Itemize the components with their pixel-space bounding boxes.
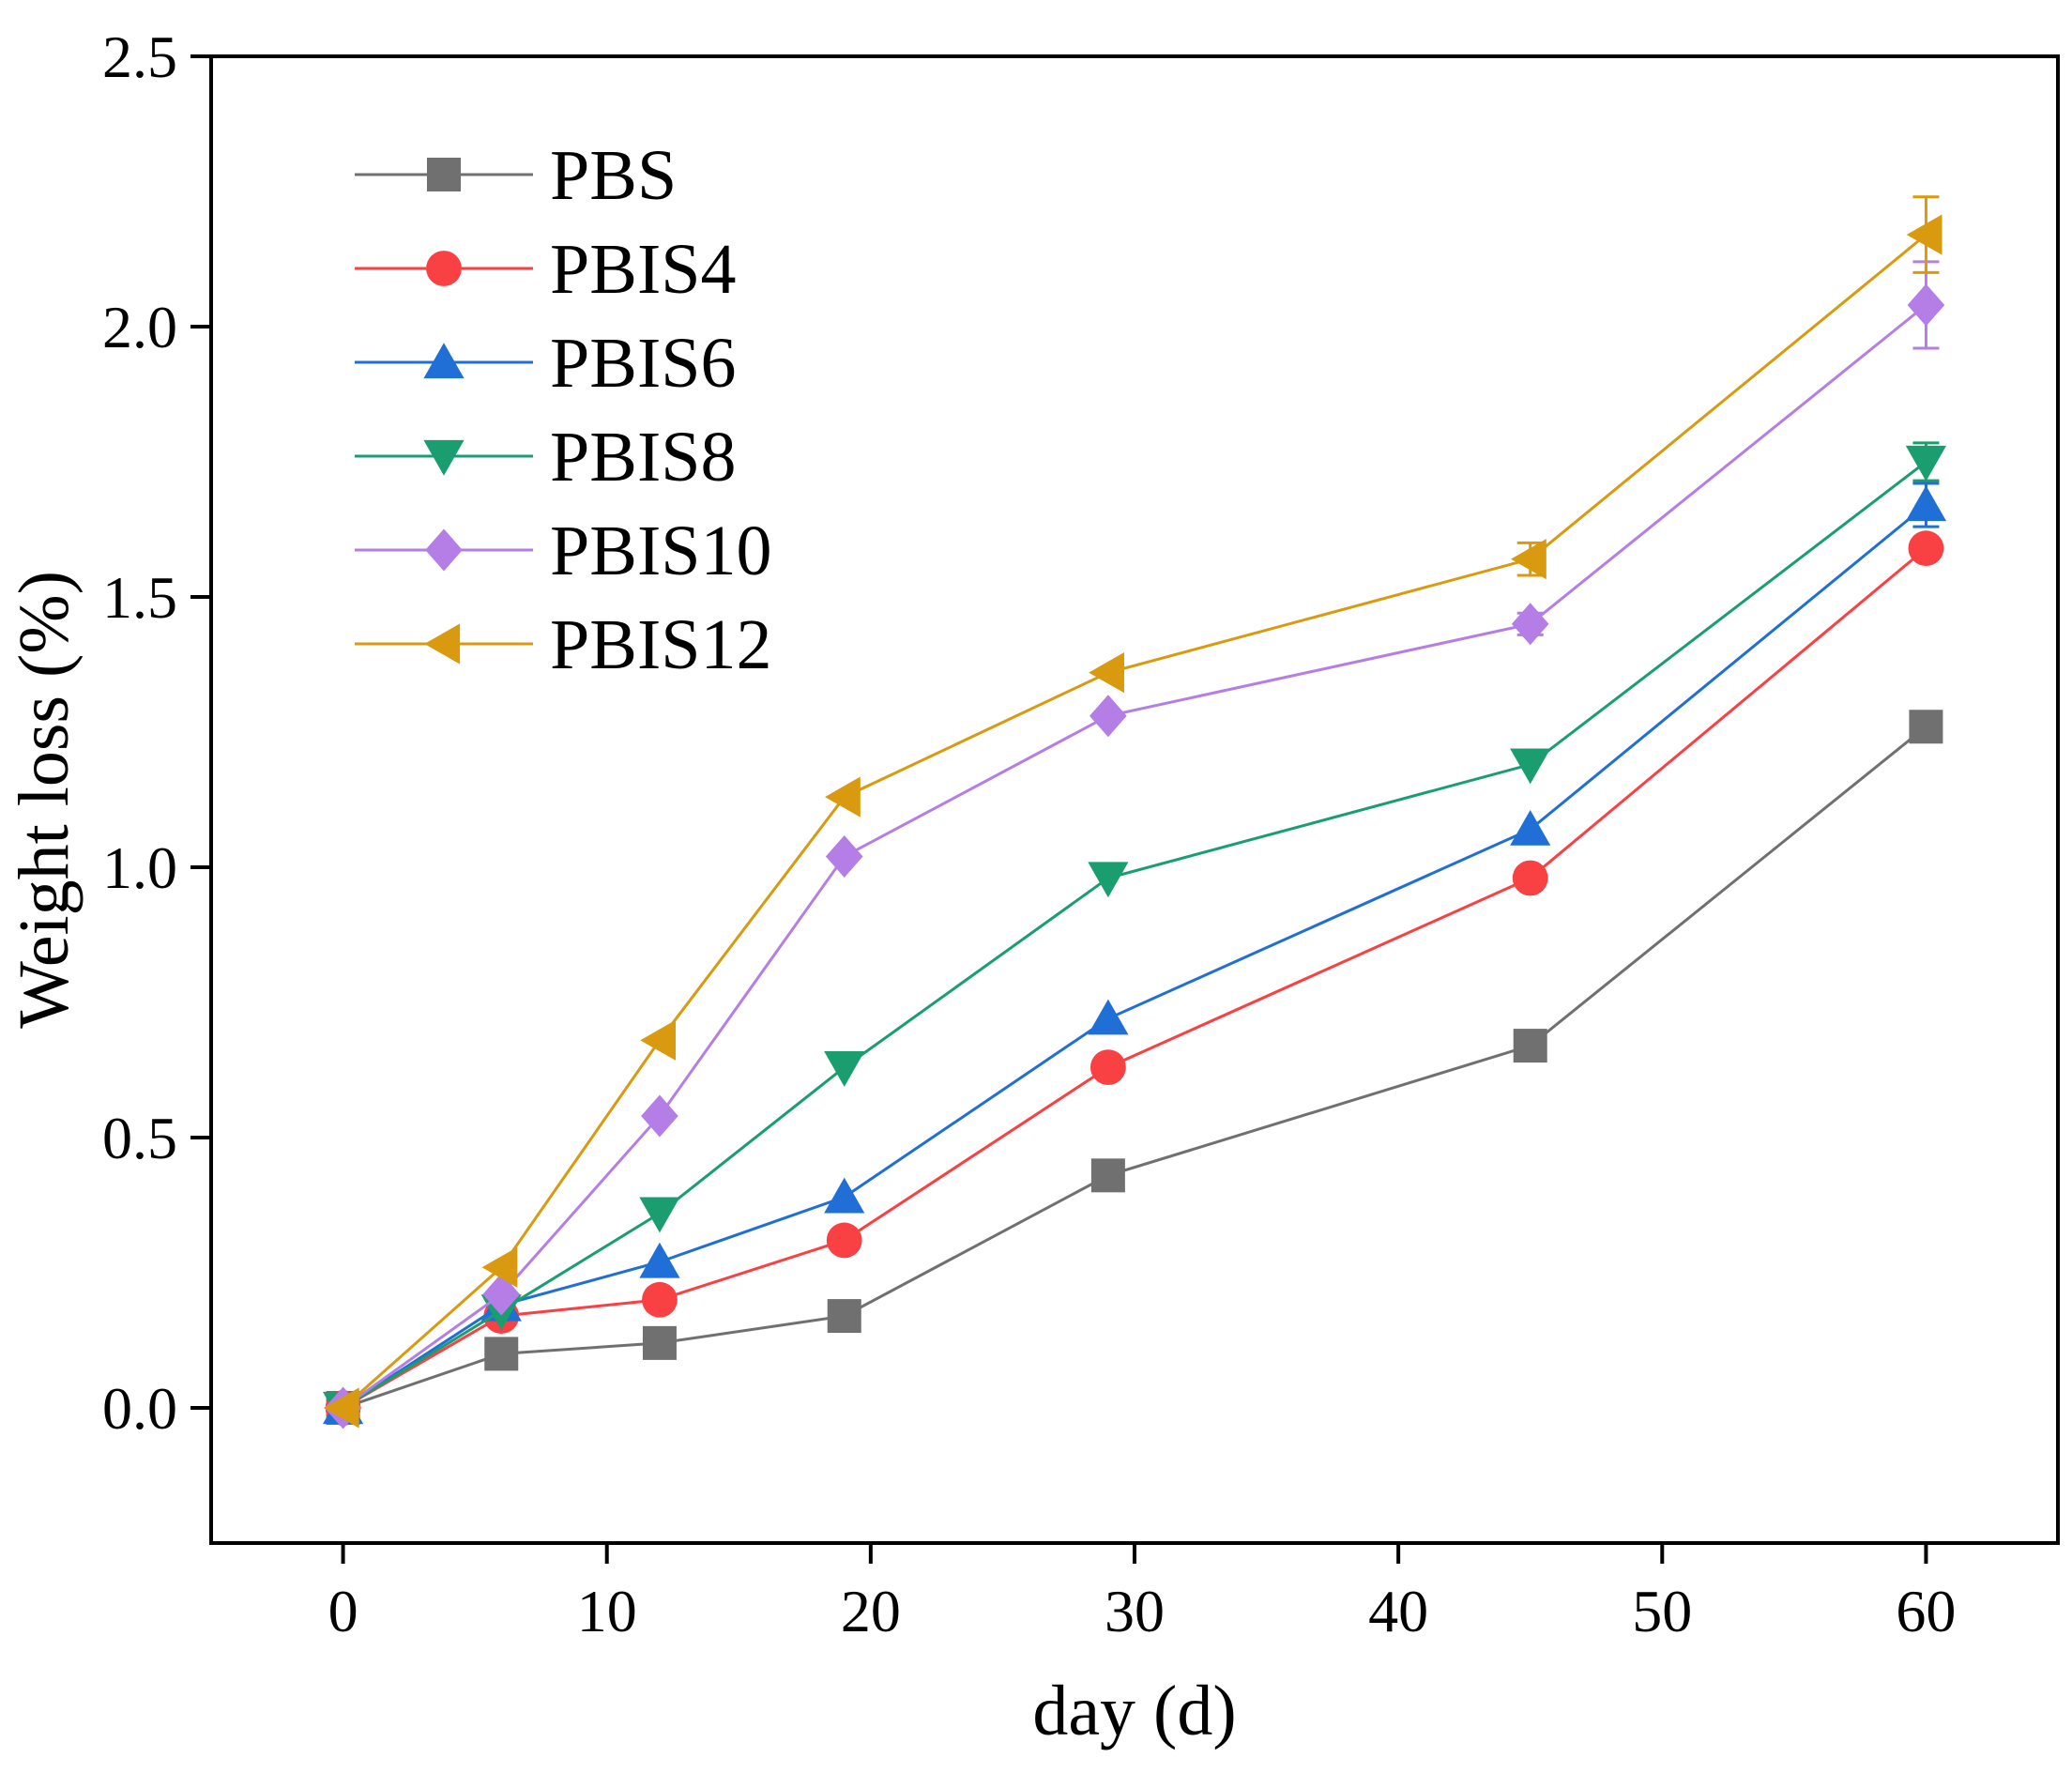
x-tick-label: 10	[577, 1578, 637, 1644]
data-point-pbs	[1909, 710, 1943, 744]
data-point-pbis8	[1905, 445, 1947, 481]
data-point-pbis10	[1089, 695, 1127, 738]
legend-marker-pbis10	[425, 528, 463, 572]
legend: PBS PBIS4 PBIS6 PBIS8 PBIS10 PBIS12	[355, 136, 772, 684]
data-point-pbis12	[1511, 539, 1546, 580]
series-line-pbis8	[342, 460, 1927, 1410]
series-line-pbs	[343, 726, 1927, 1410]
series-pbis10	[324, 260, 1945, 1429]
data-point-pbis10	[825, 834, 863, 878]
x-tick-label: 20	[841, 1578, 901, 1644]
series-pbis12	[323, 195, 1942, 1429]
x-tick-label: 40	[1368, 1578, 1428, 1644]
series-pbis8	[322, 441, 1947, 1428]
data-point-pbis12	[481, 1246, 518, 1288]
data-point-pbis8	[824, 1051, 865, 1087]
x-tick-label: 50	[1632, 1578, 1692, 1644]
y-tick-label: 0.0	[102, 1375, 177, 1442]
x-tick-label: 60	[1896, 1578, 1956, 1644]
data-point-pbis10	[1907, 283, 1945, 327]
legend-label-pbis8: PBIS8	[550, 418, 737, 497]
x-tick-label: 0	[328, 1578, 358, 1644]
legend-item-pbis10: PBIS10	[355, 512, 772, 590]
y-tick-label: 1.5	[102, 564, 177, 631]
data-point-pbis10	[482, 1273, 521, 1316]
data-point-pbis12	[1906, 214, 1942, 255]
y-axis-title: Weight loss (%)	[5, 571, 84, 1029]
data-point-pbis6	[824, 1177, 865, 1214]
data-point-pbis10	[1511, 603, 1549, 646]
legend-label-pbis6: PBIS6	[550, 324, 737, 403]
legend-marker-pbs	[427, 158, 461, 191]
legend-item-pbis12: PBIS12	[355, 605, 772, 684]
data-point-pbis8	[1510, 748, 1551, 785]
data-point-pbs	[1090, 1158, 1125, 1193]
data-point-pbs	[827, 1299, 861, 1334]
legend-marker-pbis8	[423, 439, 465, 476]
data-point-pbs	[1513, 1029, 1547, 1063]
series-line-pbis12	[342, 233, 1927, 1410]
data-point-pbis6	[1088, 999, 1129, 1035]
x-axis-title: day (d)	[1032, 1672, 1236, 1750]
data-point-pbs	[642, 1325, 677, 1360]
data-point-pbis6	[1905, 485, 1947, 522]
legend-marker-pbis12	[424, 623, 461, 665]
legend-marker-pbis4	[426, 251, 462, 286]
data-point-pbis12	[640, 1019, 677, 1061]
data-point-pbis8	[639, 1197, 680, 1233]
tick-layer: 0 10 20 30 40 50 60 0.0 0.5 1.0 1.5 2.0 2.5	[102, 23, 1956, 1644]
y-tick-label: 0.5	[102, 1105, 177, 1171]
data-point-pbis4	[642, 1281, 678, 1318]
y-tick-label: 2.5	[102, 23, 177, 90]
data-point-pbis12	[1089, 652, 1124, 694]
legend-item-pbs: PBS	[355, 136, 677, 215]
data-point-pbis12	[825, 776, 861, 818]
legend-label-pbis10: PBIS10	[550, 512, 772, 590]
legend-marker-pbis6	[423, 343, 465, 379]
data-point-pbis4	[1089, 1049, 1126, 1086]
legend-label-pbs: PBS	[550, 136, 677, 215]
series-layer	[322, 195, 1947, 1429]
legend-item-pbis6: PBIS6	[355, 324, 737, 403]
data-point-pbis4	[1512, 860, 1548, 896]
data-point-pbis8	[1088, 862, 1129, 898]
data-point-pbis12	[323, 1387, 359, 1429]
data-point-pbis4	[826, 1222, 862, 1259]
series-pbs	[326, 710, 1943, 1425]
legend-label-pbis4: PBIS4	[550, 230, 737, 309]
y-tick-label: 1.0	[102, 834, 177, 901]
legend-label-pbis12: PBIS12	[550, 605, 772, 684]
data-point-pbis6	[1510, 809, 1551, 846]
data-point-pbs	[484, 1337, 519, 1371]
x-tick-label: 30	[1105, 1578, 1165, 1644]
data-point-pbis4	[1908, 530, 1944, 567]
legend-item-pbis4: PBIS4	[355, 230, 737, 309]
y-tick-label: 2.0	[102, 294, 177, 360]
legend-item-pbis8: PBIS8	[355, 418, 737, 497]
data-point-pbis6	[639, 1242, 680, 1278]
data-point-pbis10	[641, 1094, 678, 1138]
